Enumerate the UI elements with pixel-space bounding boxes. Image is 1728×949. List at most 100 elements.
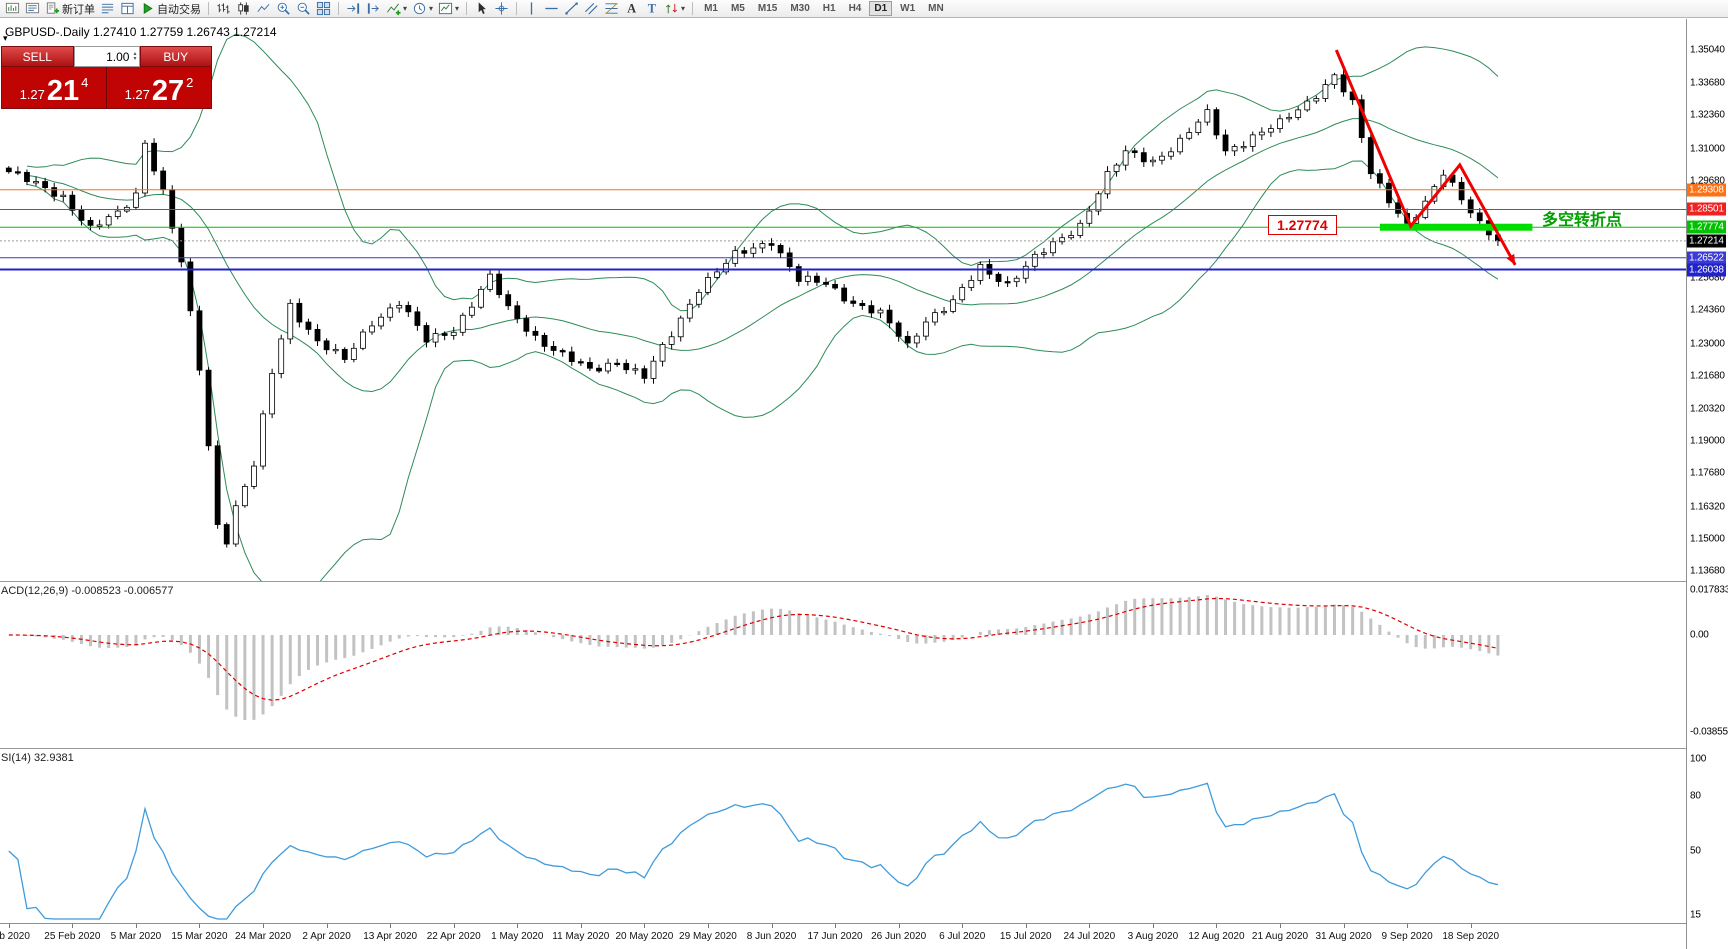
chart-list-button[interactable] [23,1,42,17]
timeframe-W1[interactable]: W1 [900,3,916,14]
date-label: 17 Jun 2020 [807,931,863,942]
spin-up-icon[interactable]: ▴ [133,50,137,57]
date-label: 12 Aug 2020 [1188,931,1245,942]
price-tick: 1.33680 [1690,77,1725,89]
date-label: 1 May 2020 [491,931,544,942]
date-label: 15 Mar 2020 [171,931,228,942]
macd-signal-line [8,597,1499,701]
ask-prefix: 1.27 [124,87,150,102]
macd-axis-tick: -0.038559 [1690,726,1728,738]
periods-button[interactable]: ▾ [410,1,435,17]
channel-button[interactable] [582,1,601,17]
trendline-button[interactable] [562,1,581,17]
new-order-button[interactable]: 新订单 [43,1,97,17]
rsi-panel[interactable]: SI(14) 32.9381 [0,748,1686,923]
templates-button[interactable]: ▾ [436,1,461,17]
chart-workspace[interactable]: GBPUSD-.Daily 1.27410 1.27759 1.26743 1.… [0,19,1686,949]
timeframe-H1[interactable]: H1 [822,3,836,14]
timeframe-D1[interactable]: D1 [869,1,893,16]
date-tick [8,924,10,928]
hline-button[interactable] [542,1,561,17]
bid-prefix: 1.27 [19,87,45,102]
vline-icon [524,1,539,16]
text-t-icon: T [644,1,659,16]
price-tick: 1.25680 [1690,272,1725,284]
macd-label: ACD(12,26,9) -0.008523 -0.006577 [1,585,173,597]
date-tick [72,924,74,928]
price-tick: 1.31000 [1690,143,1725,155]
timeframe-MN[interactable]: MN [928,3,944,14]
bid-pips: 21 [46,74,80,107]
crosshair-button[interactable] [492,1,511,17]
main-chart[interactable] [0,19,1686,581]
auto-scroll-button[interactable] [344,1,363,17]
date-tick [707,924,709,928]
indicators-button[interactable]: ▾ [384,1,409,17]
sell-button[interactable]: SELL [1,46,74,67]
market-watch-icon [100,1,115,16]
text-button[interactable]: A [622,1,641,17]
spin-down-icon[interactable]: ▾ [133,55,137,62]
annotation-note[interactable]: 多空转折点 [1542,212,1623,229]
vline-button[interactable] [522,1,541,17]
buy-price-button[interactable]: 1.27 27 2 [106,67,211,108]
dropdown-caret-icon: ▾ [681,3,686,13]
date-label: 22 Apr 2020 [426,931,481,942]
template-icon [438,1,453,16]
autotrade-button[interactable]: 自动交易 [138,1,203,17]
date-label: 24 Jul 2020 [1063,931,1116,942]
trendline-icon [564,1,579,16]
hline-price-tag: 1.26522 [1687,251,1726,265]
candles-type-icon [236,1,251,16]
price-tick: 1.17680 [1690,467,1725,479]
volume-value[interactable]: 1.00 [106,49,130,64]
timeframe-H4[interactable]: H4 [848,3,862,14]
candle-chart-button[interactable] [234,1,253,17]
chart-ohlc-values: 1.27410 1.27759 1.26743 1.27214 [93,25,277,39]
rsi-axis-tick: 100 [1690,753,1707,765]
indicators-icon [386,1,401,16]
one-click-trading-panel: ▾ SELL 1.00 ▴ ▾ BUY 1.27 21 4 1.27 27 2 [1,33,212,109]
cursor-button[interactable] [472,1,491,17]
trend-arrow-line[interactable] [1334,49,1517,266]
price-level-callout[interactable]: 1.27774 [1268,215,1337,235]
price-axis[interactable]: 1.35040 1.33680 1.32360 1.31000 1.29680 1.256… [1686,19,1728,949]
hline-icon [544,1,559,16]
line-type-icon [256,1,271,16]
arrows-button[interactable]: ▾ [662,1,687,17]
timeframe-M30[interactable]: M30 [790,3,810,14]
sell-price-button[interactable]: 1.27 21 4 [2,67,106,108]
timeframe-M5[interactable]: M5 [730,3,745,14]
date-tick [1216,924,1218,928]
line-chart-button[interactable] [254,1,273,17]
date-tick [517,924,519,928]
oct-collapse-icon[interactable]: ▾ [3,33,8,43]
rsi-axis-tick: 15 [1690,909,1701,921]
hline-price-tag: 1.29308 [1687,183,1726,197]
time-axis[interactable]: Feb 2020 25 Feb 2020 5 Mar 2020 15 Mar 2020… [0,923,1686,949]
zoom-out-icon [296,1,311,16]
new-chart-button[interactable] [3,1,22,17]
market-watch-button[interactable] [98,1,117,17]
autotrade-button-label: 自动交易 [157,3,201,16]
label-button[interactable]: T [642,1,661,17]
tile-windows-button[interactable] [314,1,333,17]
timeframe-M1[interactable]: M1 [704,3,718,14]
support-zone[interactable] [1379,223,1533,231]
macd-panel[interactable]: ACD(12,26,9) -0.008523 -0.006577 [0,581,1686,748]
price-tick: 1.19000 [1690,435,1725,447]
data-window-button[interactable] [118,1,137,17]
volume-spinner[interactable]: ▴ ▾ [131,50,138,62]
macd-current-values: -0.008523 -0.006577 [71,585,174,597]
volume-field[interactable]: 1.00 ▴ ▾ [73,46,140,67]
chart-shift-button[interactable] [364,1,383,17]
zoom-in-button[interactable] [274,1,293,17]
timeframe-M15[interactable]: M15 [757,3,778,14]
chart-symbol-period: GBPUSD-.Daily [5,25,90,39]
buy-button[interactable]: BUY [139,46,212,67]
svg-text:A: A [627,2,636,16]
fibo-button[interactable] [602,1,621,17]
zoom-out-button[interactable] [294,1,313,17]
bar-chart-button[interactable] [214,1,233,17]
